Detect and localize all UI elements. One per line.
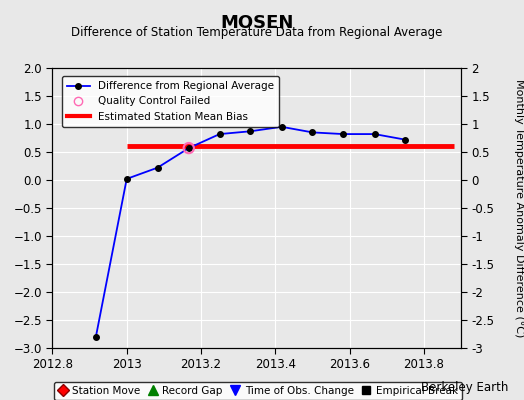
Text: MOSEN: MOSEN [220,14,293,32]
Text: Berkeley Earth: Berkeley Earth [421,381,508,394]
Text: Difference of Station Temperature Data from Regional Average: Difference of Station Temperature Data f… [71,26,442,39]
Y-axis label: Monthly Temperature Anomaly Difference (°C): Monthly Temperature Anomaly Difference (… [514,79,524,337]
Point [184,145,193,151]
Legend: Station Move, Record Gap, Time of Obs. Change, Empirical Break: Station Move, Record Gap, Time of Obs. C… [53,382,462,400]
